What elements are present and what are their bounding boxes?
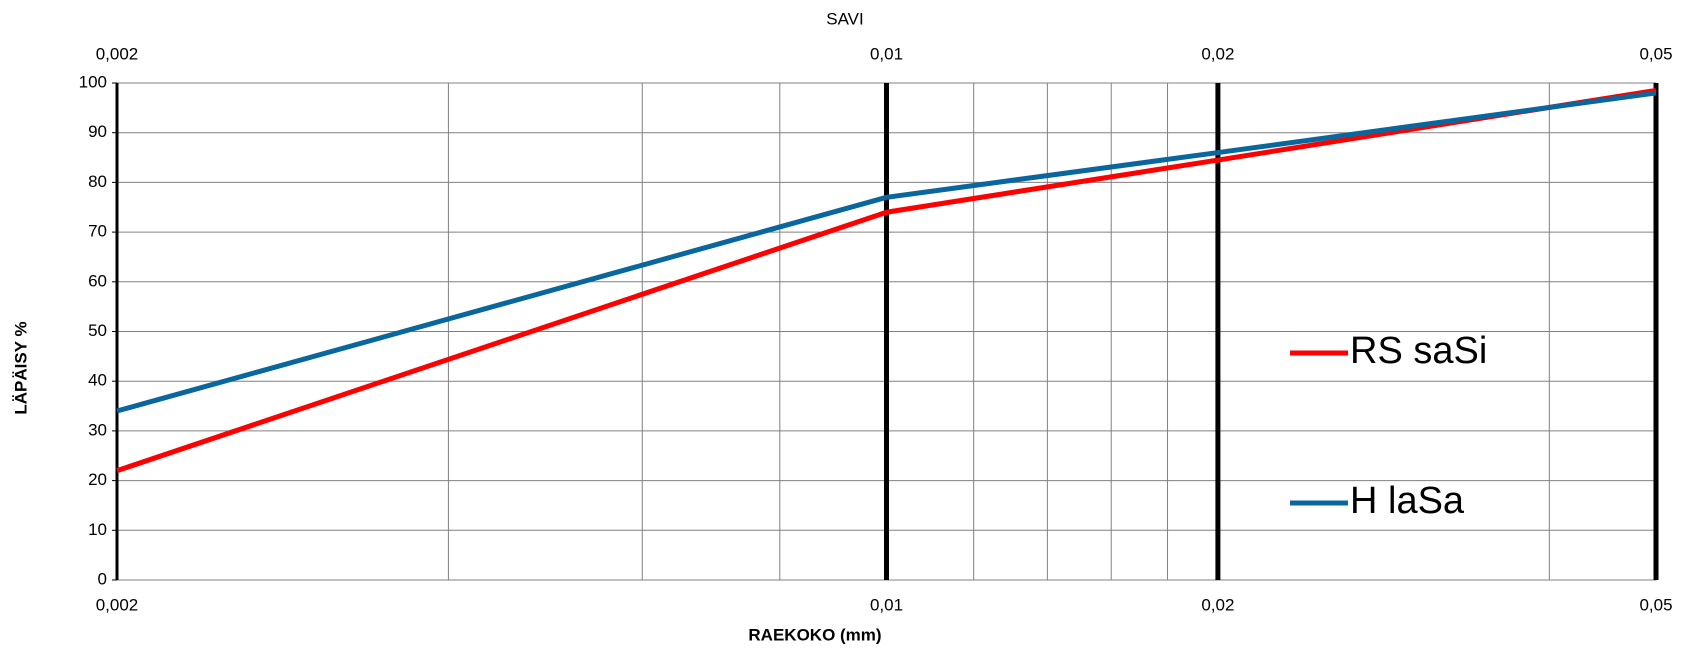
x-tick-label: 0,05 (1639, 595, 1672, 614)
y-tick-label: 20 (88, 470, 107, 489)
x-axis-label: RAEKOKO (mm) (748, 625, 881, 644)
series-line (116, 90, 1657, 414)
x-top-tick-label: 0,02 (1201, 44, 1234, 63)
y-tick-label: 70 (88, 222, 107, 241)
y-tick-label: 80 (88, 172, 107, 191)
x-tick-label: 0,002 (96, 595, 139, 614)
x-top-tick-label: 0,002 (96, 44, 139, 63)
y-tick-label: 0 (98, 569, 107, 588)
y-axis-label: LÄPÄISY % (11, 321, 30, 414)
y-tick-label: 30 (88, 420, 107, 439)
x-top-tick-label: 0,01 (870, 44, 903, 63)
legend-label: H laSa (1350, 480, 1465, 522)
x-tick-label: 0,01 (870, 595, 903, 614)
x-top-tick-label: 0,05 (1639, 44, 1672, 63)
legend-label: RS saSi (1350, 330, 1487, 372)
y-tick-label: 40 (88, 371, 107, 390)
y-tick-label: 50 (88, 321, 107, 340)
y-tick-label: 100 (79, 72, 107, 91)
y-tick-label: 10 (88, 520, 107, 539)
chart-title: SAVI (826, 9, 863, 28)
y-tick-label: 90 (88, 122, 107, 141)
y-tick-label: 60 (88, 271, 107, 290)
x-tick-label: 0,02 (1201, 595, 1234, 614)
